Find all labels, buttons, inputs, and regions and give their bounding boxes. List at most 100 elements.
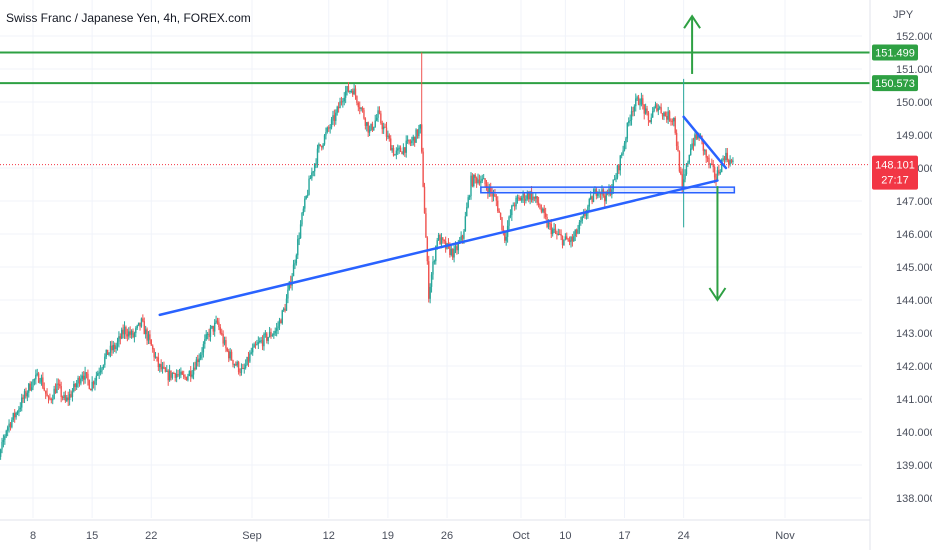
candle-body xyxy=(239,372,241,374)
candle-body xyxy=(254,344,257,346)
candle-body xyxy=(121,329,123,339)
candle-body xyxy=(126,334,129,337)
candle-body xyxy=(364,118,367,126)
candle-body xyxy=(413,136,416,143)
candle-body xyxy=(723,158,726,161)
candle-body xyxy=(275,328,278,331)
candle-body xyxy=(692,143,695,146)
candle-body xyxy=(684,174,686,180)
candle-body xyxy=(98,372,100,374)
candle-body xyxy=(353,88,355,95)
candle-body xyxy=(311,172,313,179)
x-tick-label: 15 xyxy=(86,530,98,542)
candle-body xyxy=(9,423,12,428)
candle-body xyxy=(399,147,402,152)
candle-body xyxy=(28,383,30,393)
candle-body xyxy=(6,427,9,431)
candle-body xyxy=(349,90,351,93)
candle-body xyxy=(95,375,98,381)
candle-body xyxy=(512,205,514,207)
candle-body xyxy=(554,228,557,233)
candle-body xyxy=(415,129,417,143)
candle-body xyxy=(180,371,182,375)
candle-body xyxy=(226,348,229,351)
candle-body xyxy=(380,113,382,124)
candle-body xyxy=(140,318,143,327)
candle-body xyxy=(135,328,137,334)
candle-body xyxy=(18,409,20,413)
candle-body xyxy=(436,240,438,247)
candle-body xyxy=(15,412,17,418)
candle-body xyxy=(401,151,403,155)
candle-body xyxy=(0,449,2,457)
y-tick-label: 147.000 xyxy=(896,196,932,208)
currency-label: JPY xyxy=(893,9,914,21)
candle-body xyxy=(381,123,383,130)
candle-body xyxy=(149,334,151,340)
y-tick-label: 151.000 xyxy=(896,64,932,76)
candle-body xyxy=(77,377,79,384)
candle-body xyxy=(495,196,498,201)
candle-body xyxy=(443,240,445,242)
candle-body xyxy=(132,330,134,338)
candle-body xyxy=(656,104,658,111)
candle-body xyxy=(294,263,296,265)
candle-body xyxy=(175,374,178,378)
candle-body xyxy=(567,239,569,241)
candle-body xyxy=(419,124,421,129)
chart-title: Swiss Franc / Japanese Yen, 4h, FOREX.co… xyxy=(6,11,251,25)
candle-body xyxy=(129,331,131,335)
candle-body xyxy=(501,217,503,230)
candle-body xyxy=(70,394,72,397)
y-tick-label: 142.000 xyxy=(896,361,932,373)
candle-body xyxy=(56,383,58,394)
candle-body xyxy=(568,239,571,243)
candle-body xyxy=(626,122,629,139)
x-tick-label: 8 xyxy=(30,530,36,542)
candle-body xyxy=(675,132,678,147)
candle-body xyxy=(375,117,378,121)
candle-body xyxy=(87,373,89,381)
candle-body xyxy=(609,188,612,195)
candle-body xyxy=(368,129,371,133)
y-tick-label: 144.000 xyxy=(896,295,932,307)
candle-body xyxy=(526,193,529,199)
candle-body xyxy=(651,111,654,118)
candle-body xyxy=(292,264,295,277)
candle-body xyxy=(668,111,671,121)
candle-body xyxy=(463,231,465,239)
candle-body xyxy=(63,395,65,398)
candle-body xyxy=(206,333,209,335)
x-tick-label: 10 xyxy=(559,530,571,542)
candle-body xyxy=(371,123,374,131)
candle-body xyxy=(418,128,420,137)
candles xyxy=(0,52,734,460)
candle-body xyxy=(553,228,555,230)
x-tick-label: Nov xyxy=(775,530,795,542)
bar-countdown: 27:17 xyxy=(881,175,909,187)
x-tick-label: 17 xyxy=(618,530,630,542)
candle-body xyxy=(330,119,333,128)
candle-body xyxy=(390,138,392,151)
candle-body xyxy=(108,352,110,355)
candle-body xyxy=(268,331,271,338)
candle-body xyxy=(397,148,399,151)
candle-body xyxy=(388,135,391,139)
candle-body xyxy=(202,344,205,353)
candle-body xyxy=(44,390,47,394)
candle-body xyxy=(429,286,431,299)
candle-body xyxy=(730,159,733,162)
horizontal-levels xyxy=(0,51,870,85)
candle-body xyxy=(78,377,81,384)
candle-body xyxy=(559,234,561,236)
x-tick-label: 26 xyxy=(441,530,453,542)
candle-body xyxy=(244,365,247,368)
candle-body xyxy=(494,194,496,197)
candle-body xyxy=(450,248,452,255)
candle-body xyxy=(719,172,721,174)
candle-body xyxy=(260,340,262,342)
candle-body xyxy=(432,261,434,275)
candle-body xyxy=(439,235,441,245)
